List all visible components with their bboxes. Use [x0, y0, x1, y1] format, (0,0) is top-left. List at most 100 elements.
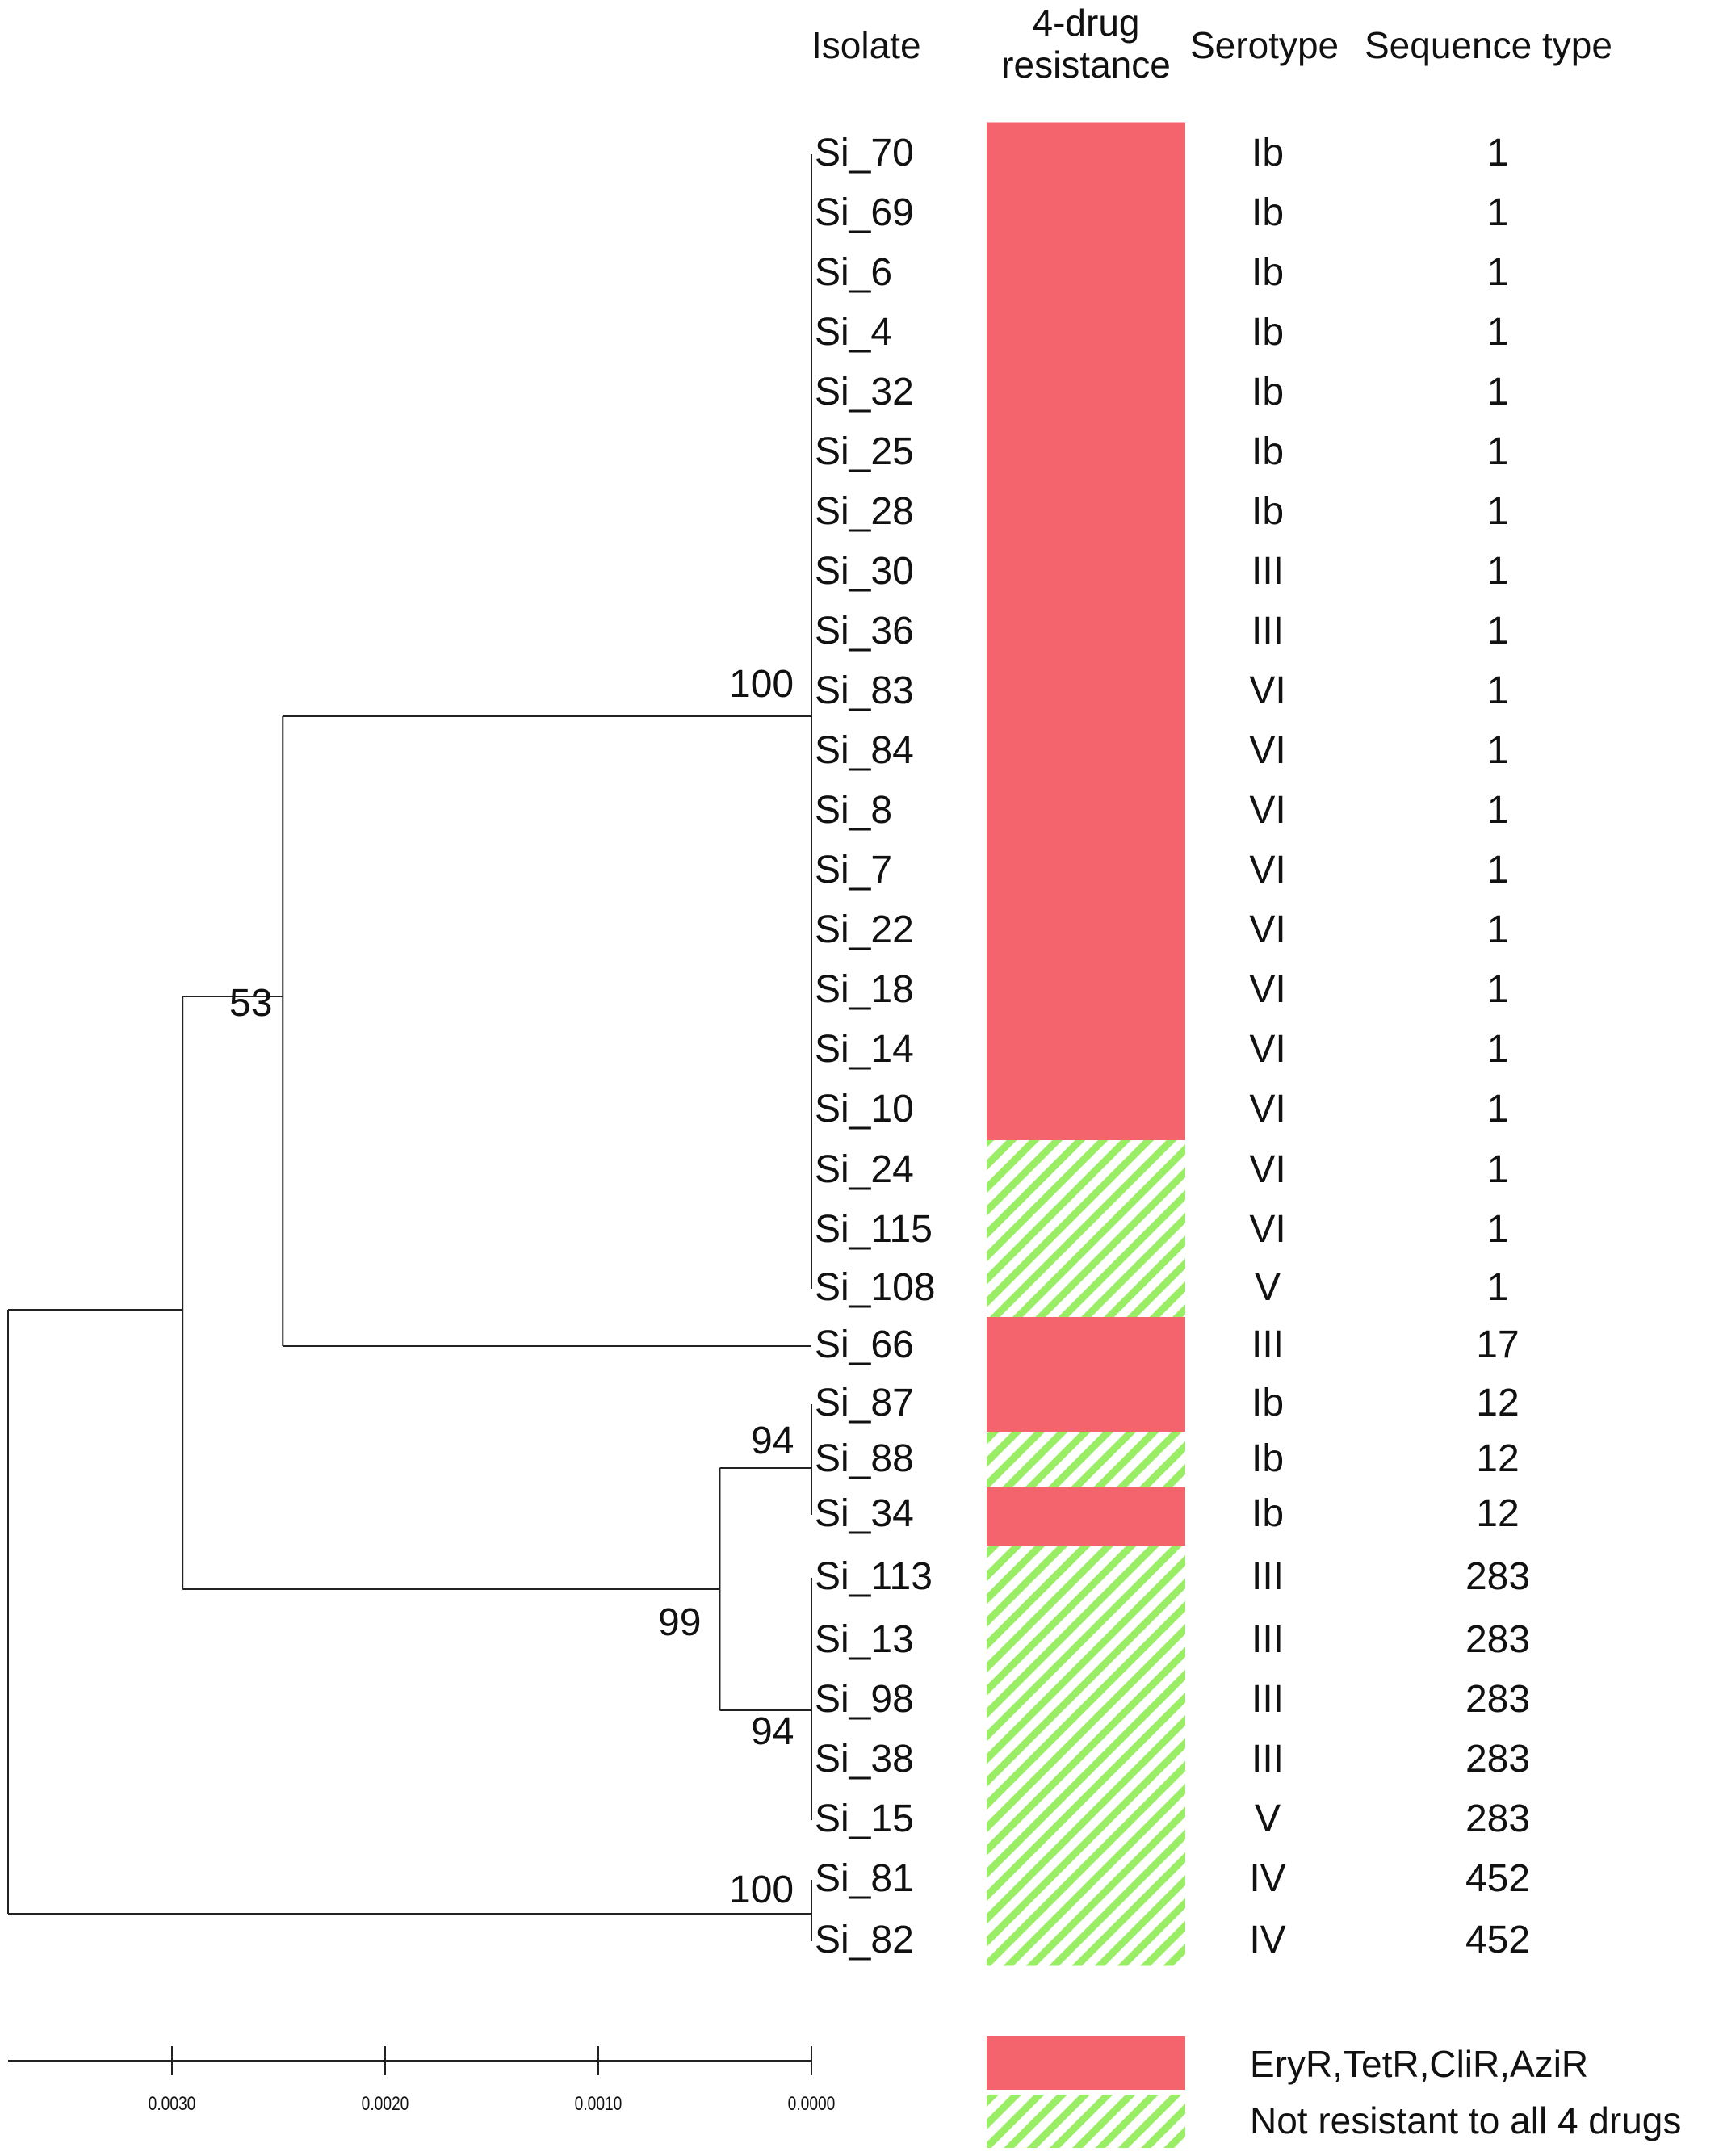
serotype-cell: Ib [1251, 251, 1285, 294]
isolate-label: Si_25 [815, 430, 914, 473]
resistance-cell [987, 1670, 1185, 1731]
isolate-label: Si_22 [815, 908, 914, 951]
bootstrap-label-100-st452: 100 [729, 1869, 794, 1911]
resistance-cell [987, 1432, 1185, 1488]
resistance-cell [987, 303, 1185, 364]
serotype-cell: IV [1249, 1857, 1286, 1900]
resistance-cell [987, 1546, 1185, 1610]
resistance-cell [987, 422, 1185, 484]
resistance-cell [987, 482, 1185, 543]
sequence-type-cell: 1 [1486, 908, 1509, 951]
resistance-cell [987, 183, 1185, 245]
sequence-type-cell: 1 [1486, 1088, 1509, 1130]
sequence-type-cell: 283 [1465, 1738, 1531, 1781]
resistance-cell [987, 122, 1185, 185]
serotype-cell: Ib [1251, 191, 1285, 234]
serotype-cell: V [1254, 1797, 1281, 1840]
sequence-type-cell: 1 [1486, 1028, 1509, 1071]
isolate-label: Si_15 [815, 1797, 914, 1840]
serotype-cell: VI [1249, 849, 1286, 891]
sequence-type-cell: 12 [1476, 1492, 1520, 1535]
serotype-cell: Ib [1251, 311, 1285, 354]
serotype-cell: Ib [1251, 1382, 1285, 1424]
sequence-type-cell: 12 [1476, 1437, 1520, 1480]
isolate-label: Si_30 [815, 550, 914, 593]
serotype-cell: III [1251, 1618, 1284, 1661]
sequence-type-cell: 12 [1476, 1382, 1520, 1424]
isolate-label: Si_8 [815, 789, 893, 832]
sequence-type-cell: 452 [1465, 1919, 1531, 1961]
resistance-cell [987, 1200, 1185, 1260]
isolate-label: Si_98 [815, 1678, 914, 1721]
isolate-label: Si_14 [815, 1028, 914, 1071]
sequence-type-cell: 1 [1486, 1266, 1509, 1309]
resistance-cell [987, 661, 1185, 723]
header-sequence-type: Sequence type [1365, 24, 1612, 66]
legend-resistant-swatch [987, 2036, 1185, 2090]
serotype-cell: Ib [1251, 430, 1285, 473]
isolate-label: Si_82 [815, 1919, 914, 1961]
sequence-type-cell: 1 [1486, 251, 1509, 294]
scale-tick-label: 0.0020 [361, 2093, 409, 2115]
resistance-cell [987, 363, 1185, 424]
sequence-type-cell: 1 [1486, 311, 1509, 354]
sequence-type-cell: 1 [1486, 490, 1509, 533]
sequence-type-cell: 283 [1465, 1618, 1531, 1661]
isolate-label: Si_69 [815, 191, 914, 234]
serotype-cell: IV [1249, 1919, 1286, 1961]
resistance-cell [987, 1259, 1185, 1318]
serotype-cell: III [1251, 550, 1284, 593]
serotype-cell: III [1251, 1738, 1284, 1781]
isolate-label: Si_66 [815, 1323, 914, 1366]
isolate-label: Si_36 [815, 610, 914, 652]
sequence-type-cell: 1 [1486, 729, 1509, 772]
resistance-cell [987, 960, 1185, 1021]
sequence-type-cell: 1 [1486, 610, 1509, 652]
sequence-type-cell: 452 [1465, 1857, 1531, 1900]
serotype-cell: V [1254, 1266, 1281, 1309]
sequence-type-cell: 1 [1486, 191, 1509, 234]
isolate-label: Si_28 [815, 490, 914, 533]
resistance-cell [987, 1080, 1185, 1141]
resistance-cell [987, 1910, 1185, 1966]
resistance-cell [987, 1789, 1185, 1851]
sequence-type-cell: 1 [1486, 669, 1509, 712]
sequence-type-cell: 1 [1486, 968, 1509, 1011]
serotype-cell: III [1251, 1323, 1284, 1366]
sequence-type-cell: 1 [1486, 1208, 1509, 1251]
resistance-cell [987, 1317, 1185, 1376]
sequence-type-cell: 1 [1486, 849, 1509, 891]
sequence-type-cell: 1 [1486, 132, 1509, 174]
resistance-cell [987, 781, 1185, 842]
sequence-type-cell: 283 [1465, 1797, 1531, 1840]
tree-branches [7, 154, 812, 1941]
serotype-cell: VI [1249, 1208, 1286, 1251]
header-resistance-line1: 4-drug [1032, 2, 1140, 44]
bootstrap-label-100-st1: 100 [729, 663, 794, 706]
sequence-type-cell: 283 [1465, 1678, 1531, 1721]
resistance-cell [987, 1020, 1185, 1081]
resistance-cell [987, 841, 1185, 902]
bootstrap-label-94-lower: 94 [751, 1710, 794, 1753]
resistance-cell [987, 1140, 1185, 1202]
isolate-label: Si_34 [815, 1492, 914, 1535]
sequence-type-cell: 17 [1476, 1323, 1520, 1366]
legend-not-resistant-label: Not resistant to all 4 drugs [1250, 2099, 1682, 2141]
sequence-type-cell: 1 [1486, 1148, 1509, 1191]
isolate-label: Si_24 [815, 1148, 914, 1191]
serotype-cell: Ib [1251, 1492, 1285, 1535]
resistance-cell [987, 1374, 1185, 1432]
serotype-cell: VI [1249, 669, 1286, 712]
serotype-cell: VI [1249, 968, 1286, 1011]
isolate-label: Si_81 [815, 1857, 914, 1900]
header-isolate: Isolate [811, 24, 921, 66]
isolate-label: Si_113 [815, 1555, 933, 1598]
header-resistance: 4-drug resistance [985, 2, 1187, 86]
resistance-cell [987, 542, 1185, 603]
serotype-cell: VI [1249, 1148, 1286, 1191]
isolate-label: Si_7 [815, 849, 893, 891]
isolate-label: Si_18 [815, 968, 914, 1011]
resistance-cell [987, 900, 1185, 962]
bootstrap-label-94-upper: 94 [751, 1420, 794, 1462]
